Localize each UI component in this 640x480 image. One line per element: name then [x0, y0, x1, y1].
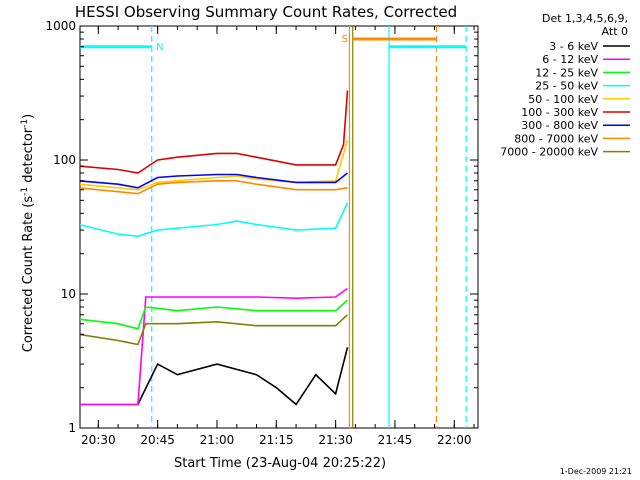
series-line: [80, 287, 348, 406]
x-axis-label: Start Time (23-Aug-04 20:25:22): [174, 456, 386, 471]
plot-border: [79, 25, 479, 429]
y-tick-label: 1: [68, 421, 76, 435]
footer-date: 1-Dec-2009 21:21: [560, 467, 632, 476]
legend-label: 25 - 50 keV: [535, 80, 598, 93]
legend-label: 50 - 100 keV: [528, 93, 598, 106]
y-axis-label-part: ): [21, 114, 36, 119]
flag-label: N: [156, 42, 163, 53]
x-tick-label: 21:45: [378, 433, 413, 447]
y-axis-label-sup: -1: [20, 187, 30, 196]
series-line: [80, 314, 349, 346]
y-axis-label-part: detector: [21, 127, 36, 187]
y-tick-label: 1000: [45, 19, 76, 33]
x-tick-label: 20:30: [81, 433, 116, 447]
x-tick-label: 20:45: [140, 433, 175, 447]
legend-label: 100 - 300 keV: [521, 106, 598, 119]
legend-label: 800 - 7000 keV: [514, 132, 598, 145]
y-axis-label-part: Corrected Count Rate (s: [21, 196, 36, 353]
instrument-flags: NS: [80, 26, 467, 428]
x-tick-label: 21:15: [259, 433, 294, 447]
legend-label: 7000 - 20000 keV: [500, 146, 598, 159]
x-tick-label: 21:30: [318, 433, 353, 447]
legend-header: Det 1,3,4,5,6,9,: [542, 12, 628, 25]
y-tick-label: 100: [53, 153, 76, 167]
legend-label: 300 - 800 keV: [521, 119, 598, 132]
legend-label: 6 - 12 keV: [542, 53, 598, 66]
series-line: [80, 172, 348, 189]
y-axis-ticks: 1 10 100 1000: [45, 19, 478, 435]
chart-title: HESSI Observing Summary Count Rates, Cor…: [75, 3, 457, 21]
series-line: [80, 180, 348, 195]
series-line: [80, 90, 349, 174]
y-axis-label-sup: -1: [20, 119, 30, 128]
legend-label: 3 - 6 keV: [549, 40, 598, 53]
series-line: [80, 202, 349, 238]
legend-label: 12 - 25 keV: [535, 66, 598, 79]
flag-label: S: [342, 34, 348, 45]
x-tick-label: 21:00: [200, 433, 235, 447]
y-axis-label: Corrected Count Rate (s-1 detector-1): [20, 114, 36, 352]
legend-header: Att 0: [602, 25, 628, 38]
x-axis-ticks: 20:30 20:45 21:00 21:15 21:30 21:45 22:00: [81, 26, 475, 447]
series-line: [80, 299, 349, 330]
y-tick-label: 10: [61, 287, 76, 301]
x-tick-label: 22:00: [437, 433, 472, 447]
series-line: [137, 347, 349, 406]
plot-frame: [79, 25, 479, 429]
series-lines: [80, 90, 349, 406]
